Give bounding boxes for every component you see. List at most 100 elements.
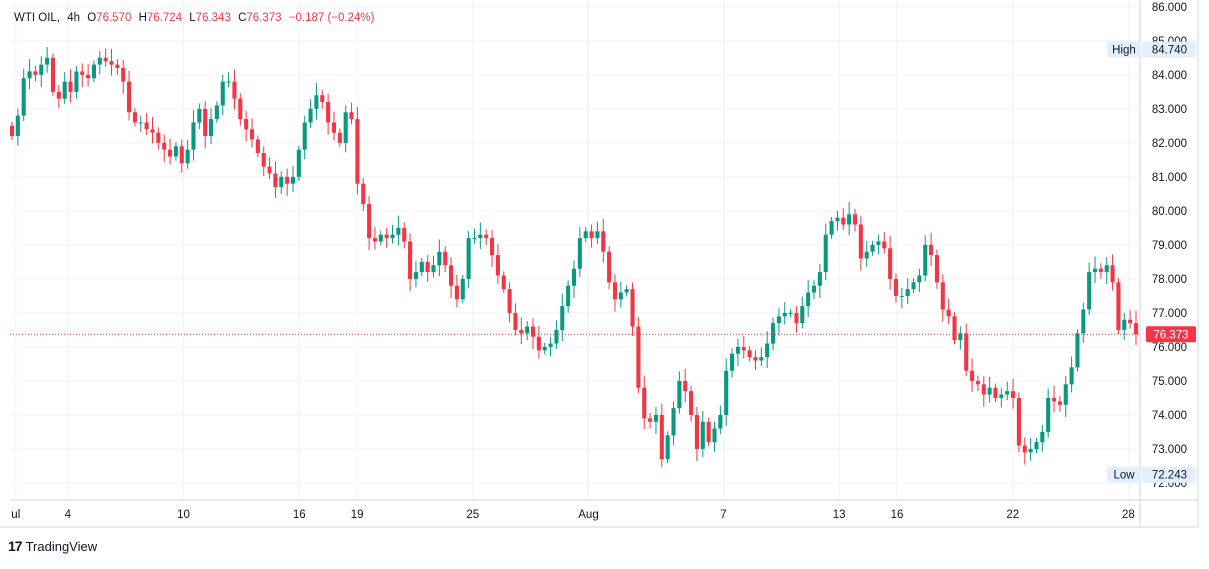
candle-body bbox=[607, 251, 612, 283]
open-label: O bbox=[87, 12, 97, 24]
candle-body bbox=[466, 238, 471, 279]
candle-body bbox=[162, 142, 167, 150]
candle-body bbox=[929, 244, 934, 256]
candle-body bbox=[829, 221, 834, 235]
candle-body bbox=[267, 166, 272, 174]
candle-body bbox=[530, 326, 536, 337]
brand-name: TradingView bbox=[25, 538, 98, 554]
candle-body bbox=[893, 278, 899, 296]
candle-body bbox=[121, 68, 126, 82]
candle-body bbox=[361, 183, 366, 205]
candle-body bbox=[214, 105, 219, 120]
candle-body bbox=[86, 74, 91, 79]
x-tick-label: 13 bbox=[833, 509, 846, 521]
candle-body bbox=[730, 353, 735, 371]
candle-body bbox=[765, 343, 770, 358]
x-tick-label: 19 bbox=[351, 509, 364, 521]
candle-body bbox=[1040, 431, 1045, 443]
candle-body bbox=[694, 414, 699, 449]
candle-body bbox=[56, 91, 61, 99]
candle-body bbox=[794, 312, 799, 324]
candle-body bbox=[343, 112, 348, 143]
candle-body bbox=[847, 214, 852, 225]
candle-body bbox=[203, 108, 208, 137]
x-tick-label: 16 bbox=[293, 509, 306, 521]
candle-body bbox=[724, 370, 729, 415]
candle-body bbox=[472, 238, 477, 240]
candle-body bbox=[273, 173, 278, 188]
candle-body bbox=[314, 95, 319, 109]
x-tick-label: 22 bbox=[1006, 509, 1019, 521]
candle-body bbox=[1051, 397, 1057, 402]
candle-body bbox=[964, 333, 969, 371]
candle-body bbox=[566, 285, 571, 307]
candle-body bbox=[1046, 397, 1051, 432]
candle-body bbox=[823, 234, 828, 273]
tradingview-attribution[interactable]: 17 TradingView bbox=[8, 538, 97, 554]
candle-body bbox=[15, 115, 20, 137]
y-tick-label: 78.000 bbox=[1152, 274, 1187, 286]
open-value: 76.570 bbox=[96, 12, 132, 24]
candle-body bbox=[1128, 319, 1133, 324]
candle-body bbox=[958, 333, 963, 341]
candle-body bbox=[601, 231, 606, 252]
candle-body bbox=[132, 112, 137, 123]
candle-body bbox=[525, 326, 530, 334]
candle-body bbox=[542, 346, 547, 351]
candle-body bbox=[1016, 397, 1021, 446]
candle-body bbox=[80, 71, 85, 75]
x-tick-label: 10 bbox=[177, 509, 190, 521]
candle-body bbox=[1069, 367, 1074, 385]
candle-body bbox=[179, 146, 184, 164]
candle-body bbox=[975, 380, 980, 385]
candle-body bbox=[168, 149, 173, 157]
candle-body bbox=[290, 176, 296, 184]
candle-body bbox=[1122, 319, 1127, 330]
candle-body bbox=[115, 64, 120, 69]
candle-body bbox=[905, 289, 910, 296]
y-tick-label: 86.000 bbox=[1152, 2, 1187, 14]
candle-body bbox=[612, 282, 618, 300]
high-label: H bbox=[138, 12, 147, 24]
candle-body bbox=[899, 295, 904, 297]
candle-body bbox=[408, 241, 413, 279]
candle-body bbox=[671, 408, 676, 436]
candle-body bbox=[68, 81, 73, 92]
candle-body bbox=[648, 418, 653, 422]
candle-body bbox=[618, 292, 623, 300]
candle-body bbox=[999, 394, 1004, 398]
change-value: −0.187 (−0.24%) bbox=[288, 12, 375, 24]
candle-body bbox=[519, 329, 524, 334]
candle-body bbox=[437, 251, 442, 266]
y-tick-label: 74.000 bbox=[1152, 410, 1187, 422]
candle-body bbox=[817, 272, 822, 286]
y-tick-label: 84.000 bbox=[1152, 70, 1187, 82]
candle-body bbox=[665, 435, 670, 460]
tradingview-logo-icon: 17 bbox=[8, 538, 23, 554]
candle-body bbox=[484, 234, 489, 239]
candle-body bbox=[150, 129, 155, 133]
x-tick-label: 7 bbox=[720, 509, 726, 521]
candle-body bbox=[197, 108, 202, 123]
candle-body bbox=[536, 336, 541, 351]
candle-body bbox=[770, 323, 776, 344]
candle-body bbox=[249, 129, 255, 140]
badge-low-label: Low bbox=[1113, 470, 1135, 482]
candle-body bbox=[326, 102, 331, 123]
candle-body bbox=[811, 285, 817, 293]
candle-body bbox=[449, 265, 454, 286]
candle-body bbox=[191, 122, 196, 150]
candle-body bbox=[1075, 333, 1080, 368]
candle-body bbox=[577, 238, 582, 269]
candle-body bbox=[835, 217, 840, 222]
candle-body bbox=[1081, 309, 1086, 334]
candle-body bbox=[718, 414, 723, 429]
candle-body bbox=[220, 81, 225, 106]
badge-high-label-bg bbox=[1107, 41, 1140, 58]
low-label: L bbox=[189, 12, 196, 24]
candle-body bbox=[443, 251, 448, 266]
candle-body bbox=[946, 309, 951, 317]
candle-body bbox=[888, 248, 893, 279]
